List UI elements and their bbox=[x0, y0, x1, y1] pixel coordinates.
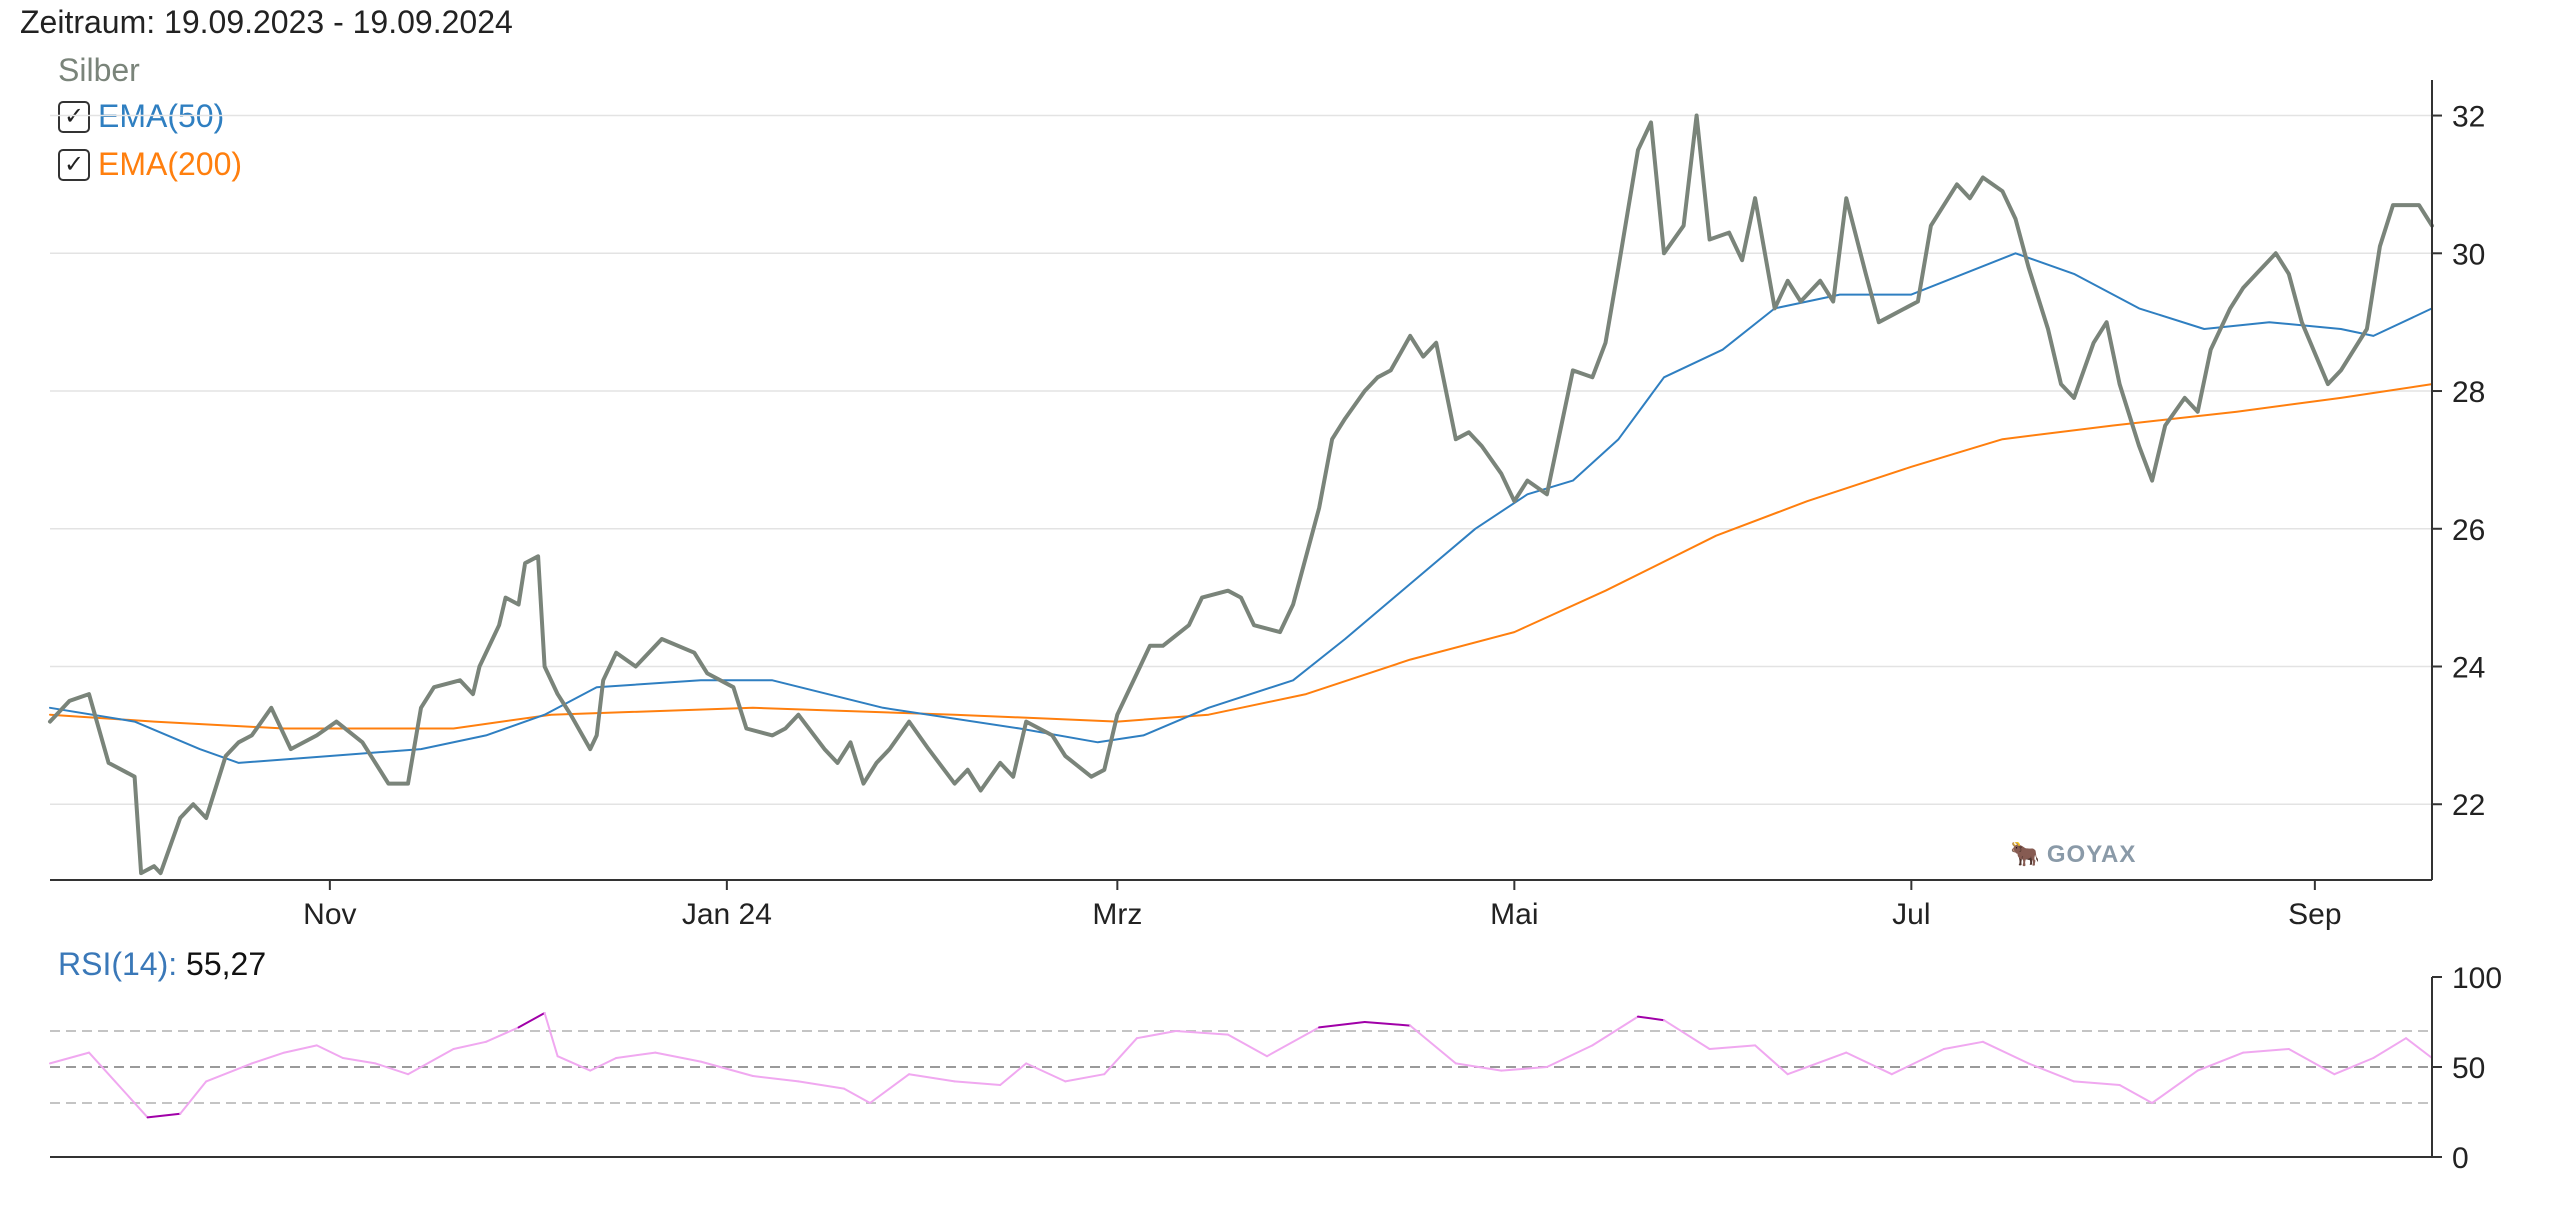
rsi-segment bbox=[1786, 1051, 1848, 1076]
rsi-segment bbox=[114, 1080, 149, 1119]
check-icon[interactable]: ✓ bbox=[58, 148, 90, 181]
rsi-segment bbox=[908, 1073, 956, 1083]
period-label: Zeitraum: 19.09.2023 - 19.09.2024 bbox=[20, 4, 513, 40]
rsi-axes: 0 50 100 bbox=[50, 962, 2502, 1175]
rsi-segment bbox=[1754, 1044, 1789, 1076]
y-tick-label: 28 bbox=[2452, 376, 2485, 409]
goyax-logo: 🐂 GOYAX bbox=[2010, 840, 2136, 869]
rsi-segment bbox=[1454, 1062, 1503, 1072]
rsi-segment bbox=[843, 1087, 871, 1104]
rsi-segment bbox=[2333, 1057, 2375, 1076]
rsi-segment bbox=[2372, 1037, 2407, 1059]
rsi-segment bbox=[2196, 1051, 2245, 1072]
price-series bbox=[48, 113, 2434, 876]
price-axes: 22 24 26 28 30 32 Nov Jan 24 Mrz Mai Jul Sep bbox=[50, 80, 2485, 931]
rsi-segment bbox=[1637, 1015, 1665, 1022]
rsi-segment bbox=[88, 1051, 117, 1083]
rsi-segment bbox=[49, 1051, 90, 1065]
legend-ema200-label: EMA(200) bbox=[98, 146, 243, 182]
rsi-segment bbox=[2287, 1048, 2336, 1076]
x-tick-label: Sep bbox=[2288, 898, 2341, 931]
rsi-segment bbox=[374, 1062, 409, 1076]
rsi-segment bbox=[2027, 1062, 2075, 1083]
rsi-segment bbox=[1409, 1024, 1457, 1065]
y-tick-label: 32 bbox=[2452, 101, 2485, 134]
y-tick-label: 30 bbox=[2452, 238, 2485, 271]
y-tick-label: 22 bbox=[2452, 789, 2485, 822]
rsi-segment bbox=[1890, 1048, 1945, 1076]
rsi-segment bbox=[517, 1012, 546, 1029]
rsi-segment bbox=[179, 1080, 208, 1115]
rsi-segment bbox=[1025, 1062, 1067, 1083]
rsi-segment bbox=[2118, 1084, 2154, 1104]
x-tick-label: Mrz bbox=[1092, 898, 1142, 931]
series-ema50 bbox=[49, 252, 2433, 764]
rsi-segment bbox=[1103, 1037, 1138, 1076]
legend-ema200[interactable]: ✓ EMA(200) bbox=[58, 146, 242, 183]
rsi-segment bbox=[1845, 1051, 1893, 1076]
rsi-segment bbox=[1174, 1030, 1229, 1036]
rsi-segment bbox=[1545, 1044, 1594, 1068]
rsi-current-value: 55,27 bbox=[186, 946, 267, 982]
rsi-segment bbox=[2242, 1048, 2290, 1054]
rsi-segment bbox=[589, 1057, 618, 1072]
x-tick-label: Nov bbox=[303, 898, 356, 931]
rsi-segment bbox=[485, 1026, 520, 1043]
rsi-segment bbox=[869, 1073, 911, 1104]
rsi-segment bbox=[2073, 1080, 2121, 1086]
rsi-segment bbox=[751, 1075, 800, 1083]
rsi-segment bbox=[654, 1051, 702, 1063]
rsi-segment bbox=[250, 1051, 286, 1065]
rsi-segment bbox=[315, 1044, 344, 1059]
rsi-segment bbox=[1227, 1033, 1268, 1058]
rsi-segment bbox=[283, 1044, 318, 1054]
rsi-segment bbox=[341, 1057, 377, 1065]
rsi-segment bbox=[1064, 1073, 1106, 1083]
watermark-text: GOYAX bbox=[2046, 841, 2137, 868]
series-ema200 bbox=[49, 383, 2433, 730]
rsi-segment bbox=[999, 1062, 1028, 1086]
rsi-segment bbox=[797, 1080, 845, 1090]
rsi-segment bbox=[615, 1051, 657, 1059]
rsi-segment bbox=[1318, 1021, 1366, 1029]
y-tick-label: 24 bbox=[2452, 652, 2485, 685]
rsi-segment bbox=[2151, 1069, 2199, 1104]
rsi-segment bbox=[1981, 1040, 2030, 1065]
rsi-label: RSI(14): 55,27 bbox=[58, 946, 267, 982]
x-tick-label: Mai bbox=[1490, 898, 1538, 931]
rsi-segment bbox=[556, 1055, 592, 1072]
rsi-segment bbox=[1135, 1030, 1177, 1040]
rsi-segment bbox=[205, 1062, 253, 1083]
price-grid bbox=[50, 114, 2432, 805]
rsi-segment bbox=[407, 1048, 455, 1076]
series-price bbox=[48, 113, 2434, 876]
y-tick-label: 26 bbox=[2452, 514, 2485, 547]
rsi-segment bbox=[1500, 1066, 1548, 1072]
rsi-segment bbox=[2405, 1037, 2433, 1059]
rsi-segment bbox=[1708, 1044, 1757, 1050]
rsi-segment bbox=[1942, 1040, 1984, 1050]
rsi-segment bbox=[1663, 1019, 1711, 1050]
rsi-y-tick-label: 100 bbox=[2452, 962, 2502, 995]
rsi-y-tick-label: 50 bbox=[2452, 1052, 2485, 1085]
bull-icon: 🐂 bbox=[2010, 841, 2041, 868]
rsi-y-tick-label: 0 bbox=[2452, 1142, 2469, 1175]
rsi-segment bbox=[1363, 1021, 1412, 1027]
rsi-series bbox=[49, 1012, 2433, 1119]
rsi-segment bbox=[953, 1080, 1002, 1086]
rsi-segment bbox=[543, 1012, 559, 1058]
rsi-segment bbox=[1266, 1026, 1321, 1058]
rsi-segment bbox=[452, 1040, 487, 1050]
rsi-segment bbox=[146, 1112, 182, 1119]
rsi-segment bbox=[1591, 1015, 1639, 1047]
x-tick-label: Jul bbox=[1892, 898, 1930, 931]
x-tick-label: Jan 24 bbox=[682, 898, 772, 931]
rsi-segment bbox=[699, 1060, 754, 1077]
rsi-name: RSI(14) bbox=[58, 946, 169, 982]
legend-price: Silber bbox=[58, 52, 140, 88]
